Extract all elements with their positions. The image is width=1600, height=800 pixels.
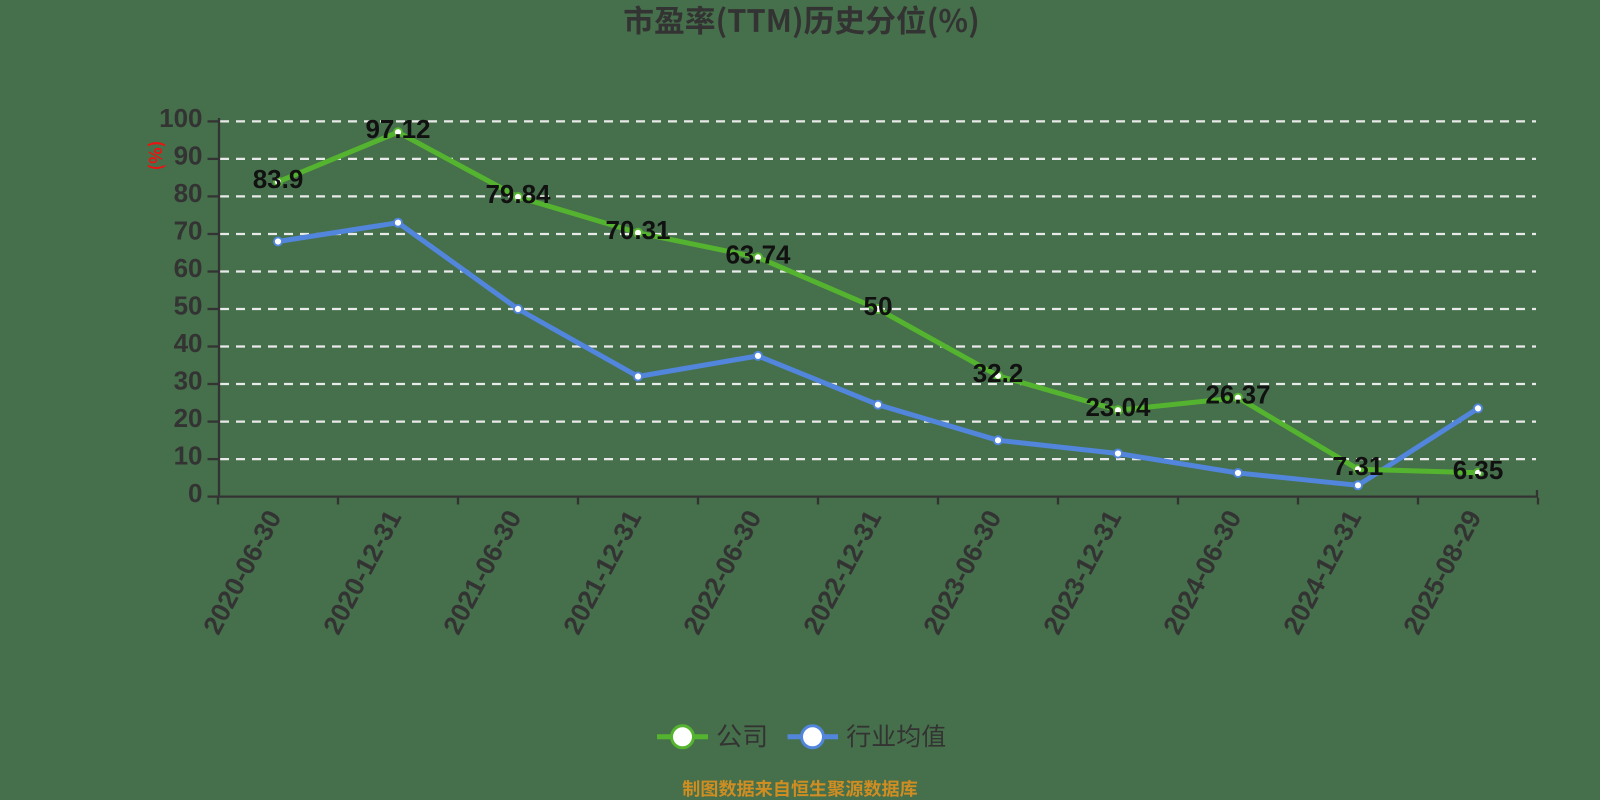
svg-text:23.04: 23.04	[1085, 392, 1151, 422]
svg-text:63.74: 63.74	[725, 239, 791, 269]
svg-text:97.12: 97.12	[365, 114, 430, 144]
svg-text:0: 0	[188, 478, 202, 508]
svg-text:50: 50	[174, 291, 203, 321]
svg-text:30: 30	[174, 366, 203, 396]
svg-text:20: 20	[174, 403, 203, 433]
svg-text:32.2: 32.2	[973, 358, 1024, 388]
svg-text:83.9: 83.9	[253, 164, 304, 194]
svg-text:79.84: 79.84	[485, 179, 551, 209]
svg-text:60: 60	[174, 253, 203, 283]
svg-text:70.31: 70.31	[605, 215, 670, 245]
svg-text:10: 10	[174, 441, 203, 471]
svg-text:80: 80	[174, 178, 203, 208]
svg-text:100: 100	[159, 103, 202, 133]
svg-text:70: 70	[174, 216, 203, 246]
svg-text:26.37: 26.37	[1205, 380, 1270, 410]
svg-text:6.35: 6.35	[1453, 455, 1504, 485]
svg-text:50: 50	[864, 291, 893, 321]
svg-text:90: 90	[174, 140, 203, 170]
svg-text:7.31: 7.31	[1333, 451, 1384, 481]
svg-text:40: 40	[174, 328, 203, 358]
